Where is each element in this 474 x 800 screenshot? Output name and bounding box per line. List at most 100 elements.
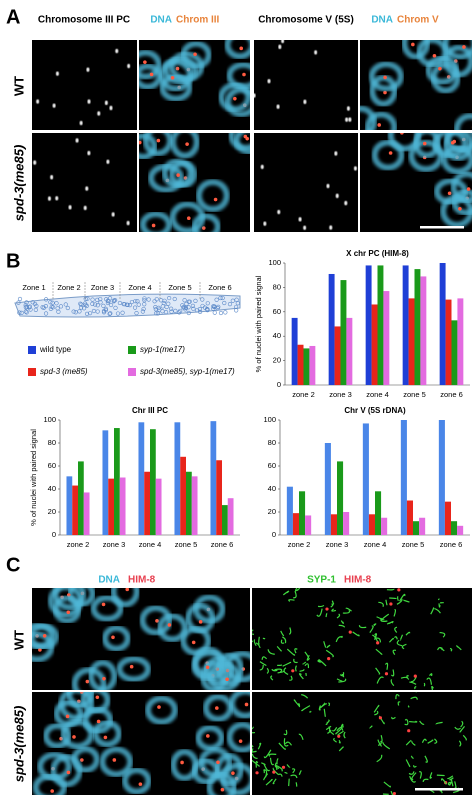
nucleus (195, 179, 230, 213)
micrograph (32, 40, 137, 130)
nucleus (129, 299, 135, 305)
synapsis (327, 726, 346, 752)
panel-label: B (6, 250, 20, 272)
nucleus (17, 296, 23, 302)
synapsis (376, 735, 391, 763)
signal (42, 633, 47, 638)
scale-bar (420, 226, 464, 229)
signal (66, 610, 71, 615)
nucleus (23, 309, 28, 314)
signal (213, 197, 218, 202)
signal (242, 72, 246, 77)
nucleus (164, 304, 169, 310)
header: Chromosome III PC (38, 15, 130, 26)
bar (291, 317, 298, 385)
nucleus (52, 588, 87, 611)
x-tick-label: zone 3 (103, 540, 126, 549)
spot (33, 160, 37, 165)
synapsis (335, 624, 367, 643)
spot (126, 220, 130, 226)
signal (103, 735, 108, 740)
signal (411, 42, 415, 47)
synapsis (253, 639, 275, 671)
nucleus (142, 298, 147, 303)
nucleus (218, 310, 224, 316)
bar (305, 515, 312, 535)
spot (87, 99, 91, 104)
spot (303, 99, 307, 105)
nucleus (205, 301, 210, 306)
y-tick-label: 80 (48, 438, 56, 447)
synapsis (252, 629, 261, 649)
y-tick-label: 0 (52, 530, 56, 539)
bar (343, 512, 350, 535)
nucleus (77, 309, 82, 314)
nucleus (50, 300, 55, 305)
signal (180, 760, 184, 765)
nucleus (216, 304, 221, 310)
signal (186, 216, 191, 221)
signal (438, 66, 442, 71)
spot (36, 99, 40, 104)
nucleus (162, 298, 167, 303)
synapsis (252, 726, 262, 750)
spot (329, 225, 333, 230)
bar (216, 460, 222, 535)
signal (377, 123, 382, 127)
spot (267, 78, 271, 84)
legend-swatch (128, 346, 136, 354)
image-bg (254, 133, 358, 232)
signal (389, 602, 393, 606)
nucleus (139, 49, 162, 80)
nucleus (134, 310, 139, 316)
nucleus (87, 311, 93, 316)
nucleus (223, 310, 228, 315)
y-tick-label: 60 (268, 461, 276, 470)
synapsis (369, 704, 396, 729)
nucleus (211, 306, 216, 311)
nucleus (58, 304, 64, 309)
nucleus (60, 718, 95, 750)
nucleus (113, 305, 118, 310)
y-tick-label: 40 (48, 484, 56, 493)
chart-title: Chr III PC (132, 406, 168, 415)
nucleus (127, 303, 132, 308)
nucleus (178, 308, 183, 314)
y-tick-label: 20 (273, 356, 281, 365)
bar (334, 326, 341, 385)
bar (286, 486, 293, 535)
nucleus (139, 211, 172, 232)
nucleus (153, 307, 158, 312)
spot (254, 93, 256, 98)
nucleus (139, 133, 158, 160)
synapsis (386, 588, 410, 603)
row-label: WT (11, 630, 26, 650)
signal (458, 206, 462, 211)
signal (407, 729, 411, 733)
spot (314, 50, 318, 55)
bar (337, 461, 344, 535)
signal (281, 765, 286, 769)
signal (388, 151, 393, 155)
bar (292, 513, 299, 535)
nucleus (371, 139, 405, 171)
y-tick-label: 40 (268, 484, 276, 493)
signal (383, 75, 387, 80)
panel-label: C (6, 554, 20, 576)
nucleus (235, 301, 240, 306)
spot (334, 151, 338, 156)
nucleus (90, 301, 95, 306)
spot (260, 164, 264, 170)
nucleus (141, 306, 146, 312)
spot (263, 221, 267, 226)
synapsis (405, 755, 428, 779)
synapsis (419, 720, 443, 744)
synapsis (436, 774, 454, 787)
bar (180, 456, 186, 535)
bar (297, 344, 304, 385)
bar (144, 471, 150, 535)
signal (65, 714, 70, 719)
header: Chrom III (176, 15, 220, 26)
y-tick-label: 20 (268, 507, 276, 516)
bar (174, 422, 181, 535)
